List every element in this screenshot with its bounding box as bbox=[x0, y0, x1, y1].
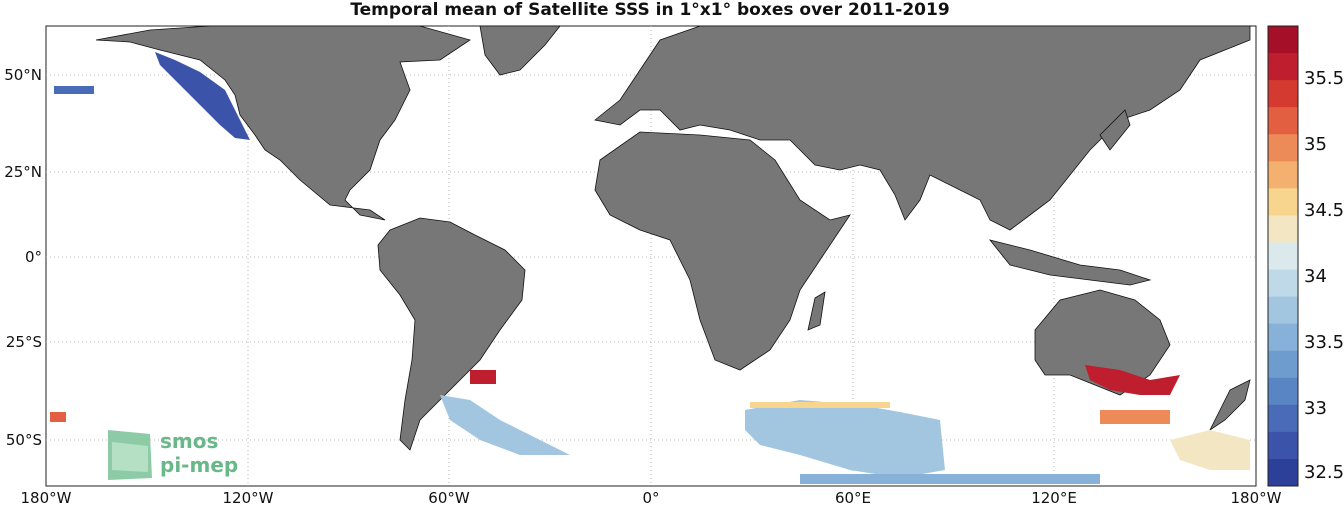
sss-tasman bbox=[1100, 410, 1170, 424]
madagascar bbox=[807, 291, 826, 331]
eurasia bbox=[594, 25, 1251, 231]
sss-aleutian bbox=[54, 86, 94, 94]
colorbar-swatch bbox=[1268, 350, 1298, 379]
sss-south-band bbox=[800, 474, 1100, 484]
y-tick-2: 0° bbox=[25, 248, 42, 266]
colorbar-swatch bbox=[1268, 215, 1298, 243]
y-tick-3: 25°S bbox=[6, 333, 42, 351]
colorbar-swatch bbox=[1268, 431, 1298, 460]
colorbar-frame bbox=[1267, 25, 1299, 487]
colorbar-swatch bbox=[1268, 269, 1298, 298]
north-america bbox=[95, 25, 471, 221]
colorbar-swatch bbox=[1268, 188, 1298, 216]
sss-indian-edge bbox=[750, 402, 890, 408]
colorbar-swatches bbox=[1268, 26, 1298, 487]
x-tick-5: 120°E bbox=[1031, 489, 1077, 507]
colorbar-swatch bbox=[1268, 296, 1298, 325]
sss-data bbox=[50, 52, 1250, 484]
logo-line2: pi-mep bbox=[160, 453, 238, 477]
colorbar-tick-4: 33.5 bbox=[1304, 332, 1344, 353]
smos-pimep-logo: smos pi-mep bbox=[108, 429, 238, 480]
africa bbox=[594, 131, 851, 371]
japan bbox=[1099, 109, 1131, 151]
australia bbox=[1034, 289, 1171, 396]
colorbar-tick-6: 32.5 bbox=[1304, 462, 1344, 483]
map-title: Temporal mean of Satellite SSS in 1°x1° … bbox=[350, 0, 950, 20]
x-tick-4: 60°E bbox=[835, 489, 871, 507]
y-axis-ticks: 50°N 25°N 0° 25°S 50°S bbox=[4, 66, 42, 449]
colorbar-tick-5: 33 bbox=[1304, 398, 1327, 419]
x-tick-2: 60°W bbox=[428, 489, 470, 507]
south-america bbox=[377, 217, 526, 451]
y-tick-1: 25°N bbox=[4, 163, 42, 181]
colorbar-swatch bbox=[1268, 134, 1298, 162]
indonesia bbox=[988, 239, 1152, 286]
colorbar-swatch bbox=[1268, 26, 1298, 54]
colorbar-swatch bbox=[1268, 107, 1298, 135]
x-tick-6: 180°W bbox=[1231, 489, 1282, 507]
x-axis-ticks: 180°W 120°W 60°W 0° 60°E 120°E 180°W bbox=[21, 489, 1282, 507]
colorbar-tick-1: 35 bbox=[1304, 134, 1327, 155]
sss-w-edge bbox=[50, 412, 66, 422]
sss-south-australia bbox=[1085, 365, 1180, 395]
sss-rio-plata bbox=[470, 370, 496, 384]
colorbar-swatch bbox=[1268, 377, 1298, 406]
colorbar-swatch bbox=[1268, 458, 1298, 487]
colorbar-swatch bbox=[1268, 242, 1298, 271]
colorbar: 35.5 35 34.5 34 33.5 33 32.5 bbox=[1267, 25, 1344, 487]
colorbar-tick-3: 34 bbox=[1304, 266, 1327, 287]
sss-ne-pacific bbox=[155, 52, 250, 140]
colorbar-swatch bbox=[1268, 161, 1298, 189]
colorbar-swatch bbox=[1268, 404, 1298, 433]
sss-nz bbox=[1170, 430, 1250, 470]
colorbar-swatch bbox=[1268, 323, 1298, 352]
y-tick-4: 50°S bbox=[6, 431, 42, 449]
new-zealand bbox=[1208, 379, 1251, 432]
y-tick-0: 50°N bbox=[4, 66, 42, 84]
colorbar-tick-0: 35.5 bbox=[1304, 68, 1344, 89]
logo-line1: smos bbox=[160, 429, 218, 453]
x-tick-0: 180°W bbox=[21, 489, 72, 507]
colorbar-swatch bbox=[1268, 53, 1298, 81]
sss-sw-atlantic bbox=[440, 395, 570, 455]
colorbar-swatch bbox=[1268, 80, 1298, 108]
sss-south-indian bbox=[745, 400, 945, 478]
land bbox=[95, 25, 1251, 451]
colorbar-tick-2: 34.5 bbox=[1304, 200, 1344, 221]
greenland bbox=[479, 25, 561, 76]
x-tick-1: 120°W bbox=[223, 489, 274, 507]
x-tick-3: 0° bbox=[642, 489, 659, 507]
